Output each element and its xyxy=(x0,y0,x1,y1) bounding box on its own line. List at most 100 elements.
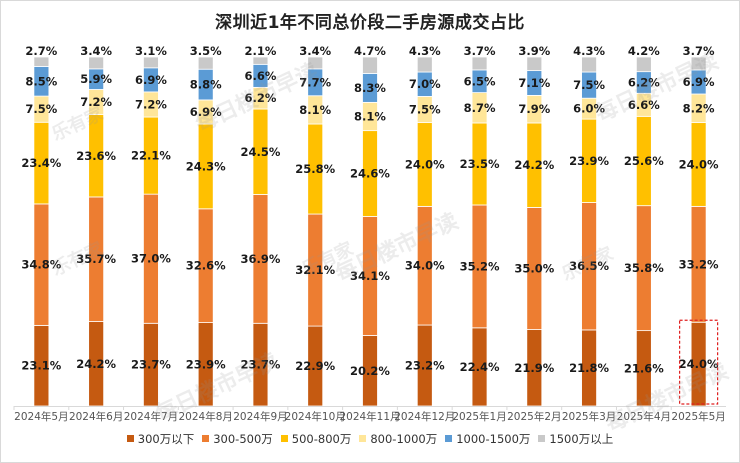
x-tick-label: 2024年9月 xyxy=(233,410,287,423)
bar-segment xyxy=(526,56,543,72)
data-label: 6.2% xyxy=(628,75,660,89)
data-label: 4.3% xyxy=(409,44,441,58)
data-label: 6.6% xyxy=(245,69,277,83)
legend-item: 800-1000万 xyxy=(359,431,437,447)
data-label: 6.9% xyxy=(135,73,167,87)
legend-swatch xyxy=(202,435,210,442)
data-label: 34.1% xyxy=(350,269,390,283)
data-label: 8.5% xyxy=(25,74,57,88)
x-tick-label: 2024年11月 xyxy=(339,410,400,423)
bar-segment xyxy=(471,56,488,71)
data-label: 5.9% xyxy=(80,72,112,86)
chart-title: 深圳近1年不同总价段二手房源成交占比 xyxy=(215,13,525,33)
data-label: 21.8% xyxy=(569,361,609,375)
bar-segment xyxy=(416,56,433,73)
annotations-layer xyxy=(679,319,719,405)
data-label: 20.2% xyxy=(350,364,390,378)
legend-swatch xyxy=(280,435,288,442)
data-label: 24.0% xyxy=(679,357,719,371)
data-label: 21.9% xyxy=(514,361,554,375)
bar-segment xyxy=(88,56,105,70)
legend-item: 1500万以上 xyxy=(538,431,613,447)
data-label: 23.7% xyxy=(131,358,171,372)
legend-swatch xyxy=(538,435,546,442)
legend-item: 300万以下 xyxy=(126,431,195,447)
x-tick-label: 2024年6月 xyxy=(69,410,123,423)
data-label: 24.2% xyxy=(76,357,116,371)
data-label: 23.4% xyxy=(21,156,61,170)
data-label: 7.5% xyxy=(573,78,605,92)
legend-label: 500-800万 xyxy=(291,432,352,446)
x-tick-label: 2025年5月 xyxy=(671,410,725,423)
x-tick-label: 2024年10月 xyxy=(285,410,346,423)
x-tick-label: 2024年8月 xyxy=(178,410,232,423)
legend-item: 1000-1500万 xyxy=(445,431,530,447)
data-label: 8.1% xyxy=(354,110,386,124)
data-label: 7.2% xyxy=(80,95,112,109)
data-label: 8.2% xyxy=(683,101,715,115)
data-label: 25.6% xyxy=(624,154,664,168)
data-label: 6.0% xyxy=(573,102,605,116)
bar-segment xyxy=(143,56,159,69)
legend-label: 800-1000万 xyxy=(370,432,438,446)
bar-segment xyxy=(33,56,50,67)
data-label: 6.9% xyxy=(190,105,222,119)
x-tick-label: 2024年7月 xyxy=(124,410,178,423)
data-label: 24.3% xyxy=(186,159,226,173)
data-label: 22.9% xyxy=(295,359,335,373)
data-label: 8.3% xyxy=(354,81,386,95)
legend-label: 300-500万 xyxy=(213,432,273,446)
data-label: 32.1% xyxy=(295,263,335,277)
data-label: 36.5% xyxy=(569,259,609,273)
data-label: 4.3% xyxy=(573,44,605,58)
x-tick-label: 2025年2月 xyxy=(507,410,561,423)
data-label: 3.1% xyxy=(135,44,167,58)
legend-label: 1000-1500万 xyxy=(456,432,531,446)
data-label: 2.7% xyxy=(25,44,57,58)
data-label: 37.0% xyxy=(131,252,171,266)
x-tick-label: 2025年3月 xyxy=(562,410,616,423)
data-label: 24.0% xyxy=(679,157,719,171)
data-label: 3.7% xyxy=(464,44,496,58)
data-label: 7.9% xyxy=(518,102,550,116)
data-label: 23.7% xyxy=(241,358,281,372)
data-label: 7.1% xyxy=(518,76,550,90)
data-label: 35.8% xyxy=(624,261,664,275)
x-axis: 2024年5月 2024年6月 2024年7月 2024年8月 2024年9月2024年… xyxy=(13,406,726,423)
data-label: 34.0% xyxy=(405,259,445,273)
data-label: 23.5% xyxy=(460,157,500,171)
data-label: 33.2% xyxy=(679,257,719,271)
data-label: 34.8% xyxy=(21,258,61,272)
data-label: 6.9% xyxy=(683,75,715,89)
data-label: 7.2% xyxy=(135,97,167,111)
legend: 300万以下 300-500万 500-800万 800-1000万 1000-1500… xyxy=(0,431,740,447)
legend-swatch xyxy=(359,435,367,442)
data-label: 24.5% xyxy=(241,145,281,159)
data-label: 32.6% xyxy=(186,259,226,273)
bar-segment xyxy=(307,56,324,70)
highlight-box xyxy=(679,319,719,405)
data-label: 6.5% xyxy=(464,74,496,88)
data-label: 3.7% xyxy=(683,44,715,58)
data-label: 24.2% xyxy=(514,158,554,172)
data-label: 23.9% xyxy=(186,357,226,371)
data-label: 24.0% xyxy=(405,157,445,171)
bar-segment xyxy=(690,56,707,71)
data-labels-layer: 23.1% 34.8% 23.4% 7.5% 8.5% 2.7% 24.2% 35.7% 23.… xyxy=(21,44,719,378)
bar-segment xyxy=(197,56,214,70)
legend-swatch xyxy=(445,435,453,442)
legend-item: 300-500万 xyxy=(202,431,273,447)
data-label: 3.4% xyxy=(299,44,331,58)
data-label: 6.6% xyxy=(628,98,660,112)
legend-item: 500-800万 xyxy=(280,431,352,447)
data-label: 4.2% xyxy=(628,44,660,58)
data-label: 3.5% xyxy=(190,44,222,58)
legend-label: 300万以下 xyxy=(137,432,195,446)
bar-segment xyxy=(252,56,269,65)
x-tick-label: 2025年4月 xyxy=(617,410,671,423)
data-label: 23.2% xyxy=(405,359,445,373)
data-label: 3.4% xyxy=(80,44,112,58)
data-label: 24.6% xyxy=(350,167,390,181)
data-label: 35.0% xyxy=(514,261,554,275)
